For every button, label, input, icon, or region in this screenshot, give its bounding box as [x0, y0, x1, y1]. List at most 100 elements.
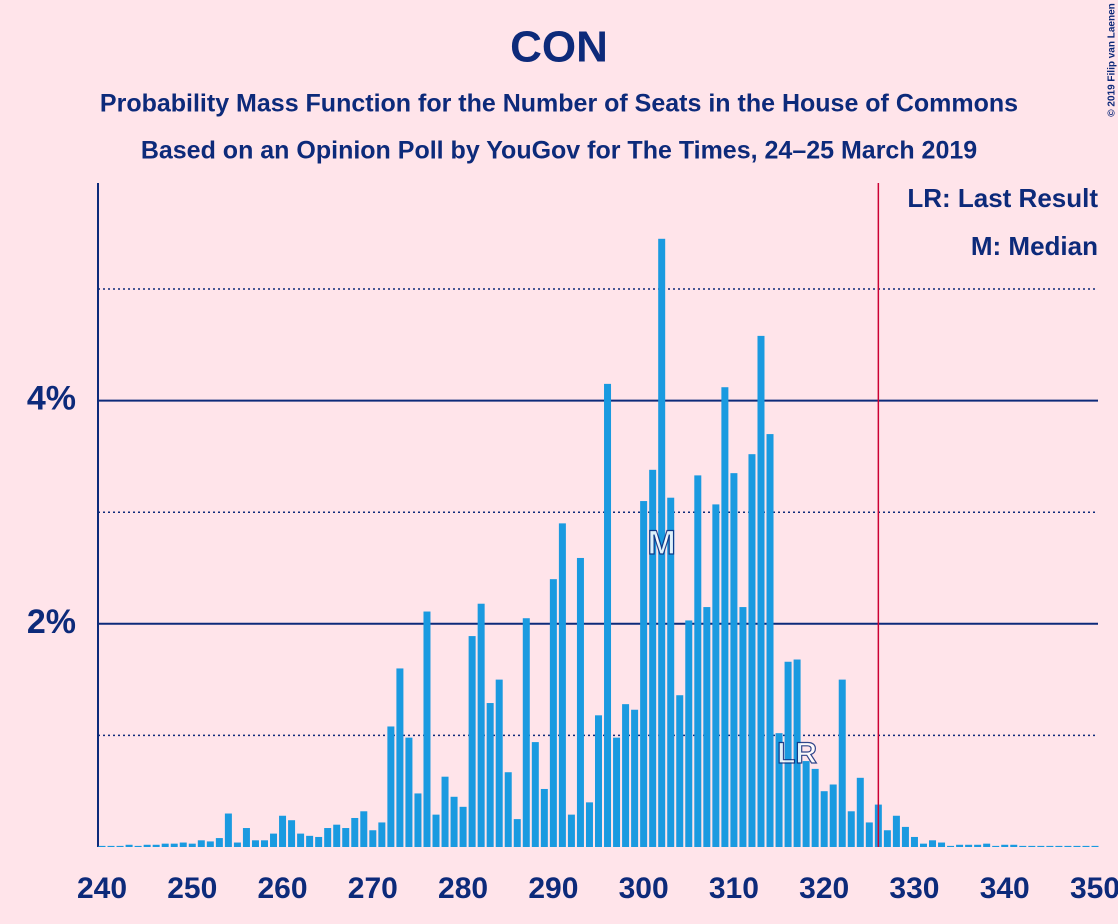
bar — [297, 833, 305, 847]
bar — [134, 845, 142, 847]
bar — [558, 523, 566, 847]
bar — [576, 557, 584, 847]
bar — [206, 841, 214, 847]
bar — [306, 835, 314, 847]
y-tick-label: 2% — [27, 603, 76, 641]
bar — [613, 737, 621, 847]
bar — [1064, 845, 1072, 847]
bar — [901, 826, 909, 847]
bar — [685, 620, 693, 847]
bar — [486, 703, 494, 847]
bar — [315, 836, 323, 847]
bar — [396, 668, 404, 847]
y-tick-label: 4% — [27, 380, 76, 418]
bar — [883, 830, 891, 847]
bar — [703, 607, 711, 847]
bar — [197, 840, 205, 847]
bar — [640, 501, 648, 847]
x-tick-label: 310 — [709, 872, 759, 905]
bar — [459, 806, 467, 847]
x-tick-label: 240 — [77, 872, 127, 905]
bar — [983, 843, 991, 847]
bar — [838, 679, 846, 847]
bar — [423, 611, 431, 847]
bar — [279, 815, 287, 847]
x-tick-label: 320 — [799, 872, 849, 905]
bar — [739, 607, 747, 847]
marker-label: LR — [777, 737, 817, 770]
bar — [288, 820, 296, 847]
bar — [730, 473, 738, 847]
bar — [892, 815, 900, 847]
chart-title: CON — [510, 23, 608, 72]
bar — [188, 843, 196, 847]
bar — [324, 828, 332, 847]
bar — [649, 469, 657, 847]
bar — [856, 777, 864, 847]
bar — [974, 844, 982, 847]
copyright: © 2019 Filip van Laenen — [1107, 3, 1118, 117]
bar — [432, 814, 440, 847]
bar — [757, 335, 765, 847]
bar — [965, 844, 973, 847]
bar — [631, 709, 639, 847]
bar — [161, 843, 169, 847]
bar — [387, 726, 395, 847]
bar — [224, 813, 232, 847]
bar — [342, 828, 350, 847]
bar — [107, 845, 115, 847]
x-tick-label: 350 — [1070, 872, 1118, 905]
bar — [992, 845, 1000, 847]
bar — [784, 661, 792, 847]
bar — [811, 768, 819, 847]
x-tick-label: 270 — [348, 872, 398, 905]
bar — [658, 238, 666, 847]
legend-entry: LR: Last Result — [907, 183, 1098, 213]
bar — [748, 454, 756, 847]
marker-label: M — [648, 524, 676, 562]
bar — [1010, 844, 1018, 847]
bar — [595, 715, 602, 847]
bar — [405, 737, 413, 847]
bar — [604, 383, 612, 847]
x-tick-label: 300 — [619, 872, 669, 905]
x-tick-label: 280 — [438, 872, 488, 905]
x-tick-label: 260 — [258, 872, 308, 905]
chart-subtitle: Probability Mass Function for the Number… — [100, 90, 1018, 118]
bar — [152, 844, 160, 847]
bar — [414, 793, 422, 847]
bar — [775, 733, 783, 847]
x-tick-label: 330 — [889, 872, 939, 905]
bar — [450, 796, 458, 847]
bar — [513, 819, 521, 847]
legend-entry: M: Median — [971, 231, 1098, 261]
bar — [270, 833, 278, 847]
bar — [1037, 845, 1045, 847]
bar — [1028, 845, 1036, 847]
bar — [233, 842, 241, 847]
bar — [251, 840, 259, 847]
bar — [1091, 845, 1099, 847]
bar — [98, 845, 106, 847]
bar — [910, 836, 918, 847]
bar — [333, 824, 341, 847]
bar — [847, 811, 855, 847]
bar — [441, 776, 449, 847]
bar — [829, 784, 837, 847]
bar — [143, 844, 151, 847]
bar — [667, 497, 675, 847]
chart-subtitle: Based on an Opinion Poll by YouGov for T… — [141, 137, 977, 165]
bar — [865, 822, 873, 847]
bar — [1001, 844, 1009, 847]
bar — [531, 742, 539, 847]
x-tick-label: 340 — [980, 872, 1030, 905]
bar — [378, 822, 386, 847]
bar — [567, 814, 575, 847]
bar — [676, 695, 684, 847]
bar — [468, 636, 476, 847]
bar — [242, 828, 250, 847]
bar — [116, 845, 124, 847]
bar — [260, 840, 268, 847]
bar — [1082, 845, 1090, 847]
